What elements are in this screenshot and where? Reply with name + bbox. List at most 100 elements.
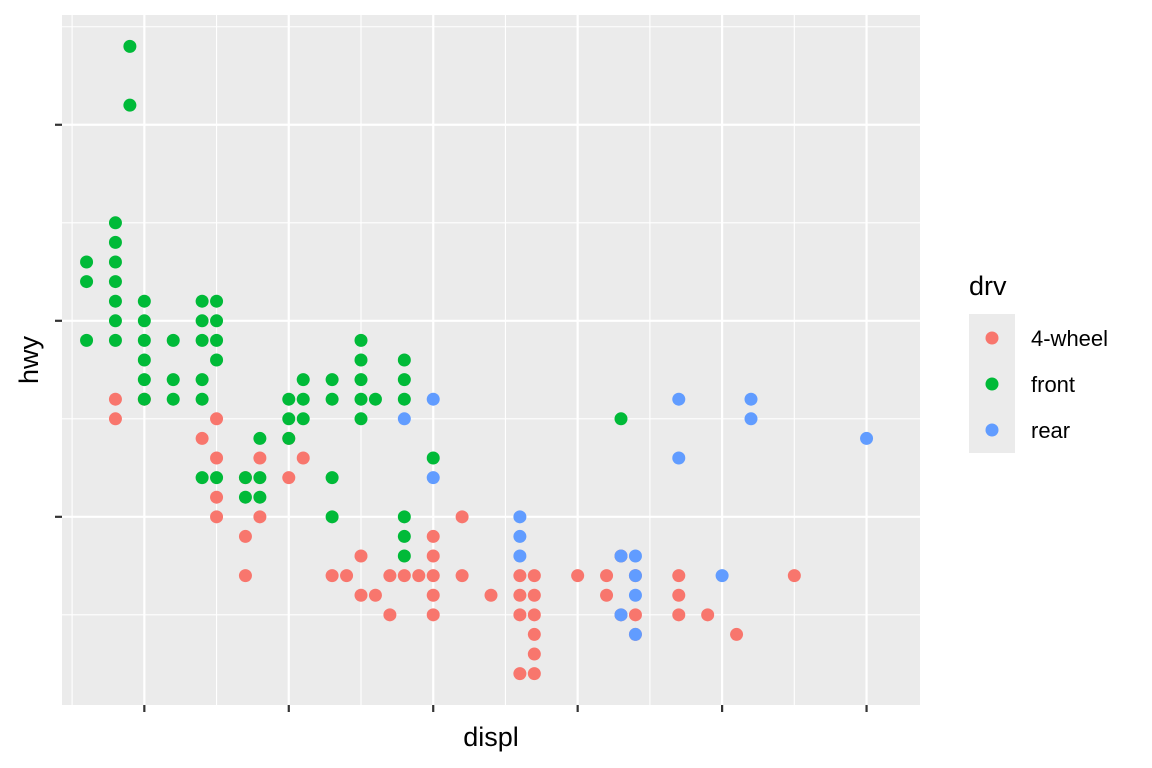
- data-point-4-wheel: [787, 569, 801, 583]
- data-point-front: [137, 294, 151, 308]
- data-point-front: [210, 314, 224, 328]
- data-point-rear: [513, 549, 527, 563]
- data-point-4-wheel: [210, 451, 224, 465]
- data-point-rear: [628, 569, 642, 583]
- data-point-4-wheel: [527, 647, 541, 661]
- data-point-4-wheel: [238, 569, 252, 583]
- data-point-front: [397, 529, 411, 543]
- data-point-front: [108, 333, 122, 347]
- data-point-front: [210, 294, 224, 308]
- data-point-rear: [628, 627, 642, 641]
- data-point-4-wheel: [672, 608, 686, 622]
- data-point-front: [368, 392, 382, 406]
- data-point-4-wheel: [108, 412, 122, 426]
- data-point-front: [195, 471, 209, 485]
- data-point-front: [325, 373, 339, 387]
- data-point-front: [137, 333, 151, 347]
- data-point-front: [397, 373, 411, 387]
- data-point-front: [195, 392, 209, 406]
- data-point-front: [80, 255, 94, 269]
- data-point-4-wheel: [426, 529, 440, 543]
- data-point-4-wheel: [210, 412, 224, 426]
- data-point-4-wheel: [527, 608, 541, 622]
- data-point-4-wheel: [672, 588, 686, 602]
- data-point-front: [137, 314, 151, 328]
- data-point-4-wheel: [253, 451, 267, 465]
- legend: drv 4-wheel front rear: [969, 271, 1108, 453]
- data-point-front: [614, 412, 628, 426]
- data-point-front: [282, 431, 296, 445]
- data-point-rear: [513, 510, 527, 524]
- data-point-front: [108, 294, 122, 308]
- data-point-front: [137, 392, 151, 406]
- data-point-4-wheel: [368, 588, 382, 602]
- data-point-front: [296, 392, 310, 406]
- data-point-4-wheel: [426, 549, 440, 563]
- data-point-4-wheel: [253, 510, 267, 524]
- data-point-rear: [744, 392, 758, 406]
- legend-title: drv: [969, 271, 1007, 301]
- data-point-4-wheel: [210, 510, 224, 524]
- data-point-front: [210, 353, 224, 367]
- data-point-front: [210, 333, 224, 347]
- data-point-4-wheel: [325, 569, 339, 583]
- data-point-rear: [628, 549, 642, 563]
- data-point-4-wheel: [426, 569, 440, 583]
- data-point-rear: [860, 431, 874, 445]
- data-point-front: [166, 373, 180, 387]
- data-point-front: [253, 490, 267, 504]
- data-point-front: [354, 412, 368, 426]
- y-axis-title: hwy: [14, 335, 44, 384]
- data-point-front: [166, 392, 180, 406]
- data-point-4-wheel: [527, 569, 541, 583]
- data-point-rear: [426, 471, 440, 485]
- data-point-4-wheel: [513, 608, 527, 622]
- data-point-rear: [397, 412, 411, 426]
- data-point-front: [426, 451, 440, 465]
- data-point-rear: [513, 529, 527, 543]
- data-point-front: [108, 255, 122, 269]
- data-point-front: [354, 392, 368, 406]
- data-point-front: [238, 490, 252, 504]
- data-point-front: [325, 510, 339, 524]
- data-point-4-wheel: [455, 569, 469, 583]
- data-point-4-wheel: [527, 667, 541, 681]
- data-point-rear: [628, 588, 642, 602]
- data-point-4-wheel: [195, 431, 209, 445]
- data-point-front: [238, 471, 252, 485]
- data-point-front: [137, 373, 151, 387]
- data-point-rear: [614, 549, 628, 563]
- data-point-front: [210, 471, 224, 485]
- legend-label-rear: rear: [1031, 418, 1070, 443]
- data-point-rear: [614, 608, 628, 622]
- data-point-4-wheel: [513, 569, 527, 583]
- data-point-front: [195, 333, 209, 347]
- data-point-4-wheel: [628, 608, 642, 622]
- data-point-front: [296, 412, 310, 426]
- data-point-4-wheel: [354, 588, 368, 602]
- data-point-4-wheel: [383, 608, 397, 622]
- data-point-4-wheel: [527, 627, 541, 641]
- axis-ticks: [55, 123, 868, 712]
- data-point-rear: [715, 569, 729, 583]
- data-point-front: [325, 471, 339, 485]
- data-point-4-wheel: [513, 667, 527, 681]
- data-point-front: [253, 471, 267, 485]
- data-point-4-wheel: [412, 569, 426, 583]
- data-point-front: [397, 392, 411, 406]
- data-point-4-wheel: [282, 471, 296, 485]
- data-point-front: [123, 98, 137, 112]
- data-point-front: [195, 294, 209, 308]
- data-point-4-wheel: [730, 627, 744, 641]
- data-point-front: [282, 392, 296, 406]
- data-point-front: [137, 353, 151, 367]
- legend-key-rear: [985, 423, 999, 437]
- data-point-rear: [426, 392, 440, 406]
- data-point-4-wheel: [484, 588, 498, 602]
- data-point-front: [397, 353, 411, 367]
- data-point-4-wheel: [340, 569, 354, 583]
- data-point-front: [195, 373, 209, 387]
- data-point-front: [108, 314, 122, 328]
- data-point-front: [397, 510, 411, 524]
- data-point-4-wheel: [672, 569, 686, 583]
